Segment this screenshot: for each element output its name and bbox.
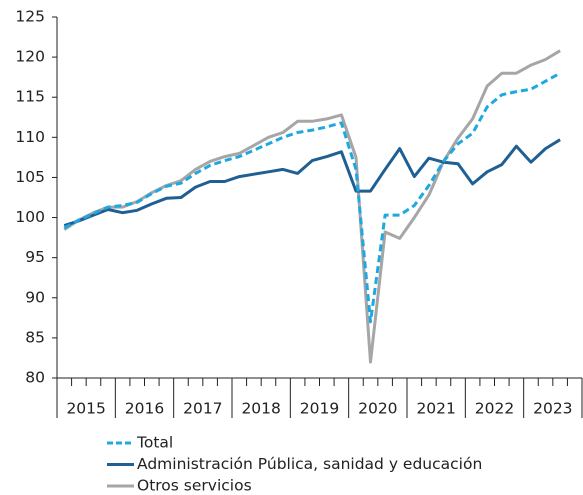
y-tick-label: 110: [15, 128, 45, 146]
x-group-label: 2020: [358, 400, 397, 418]
x-group-label: 2019: [300, 400, 339, 418]
y-tick-label: 105: [15, 168, 45, 186]
legend-label: Total: [136, 434, 173, 452]
y-tick-label: 120: [15, 48, 45, 66]
y-tick-label: 115: [15, 88, 45, 106]
series-line: [63, 71, 561, 324]
x-group-label: 2022: [475, 400, 514, 418]
x-group-label: 2015: [66, 400, 105, 418]
series-line: [63, 49, 561, 364]
y-tick-label: 125: [15, 8, 45, 26]
x-group-label: 2016: [125, 400, 164, 418]
y-tick-label: 100: [15, 208, 45, 226]
x-group-label: 2018: [241, 400, 280, 418]
x-group-label: 2017: [183, 400, 222, 418]
y-tick-label: 80: [25, 369, 45, 387]
y-tick-label: 85: [25, 328, 45, 346]
x-group-label: 2021: [416, 400, 455, 418]
legend-label: Administración Pública, sanidad y educac…: [137, 455, 482, 473]
y-tick-label: 95: [25, 248, 45, 266]
series-line: [63, 138, 561, 228]
legend-label: Otros servicios: [137, 477, 252, 495]
y-tick-label: 90: [25, 288, 45, 306]
x-group-label: 2023: [533, 400, 572, 418]
